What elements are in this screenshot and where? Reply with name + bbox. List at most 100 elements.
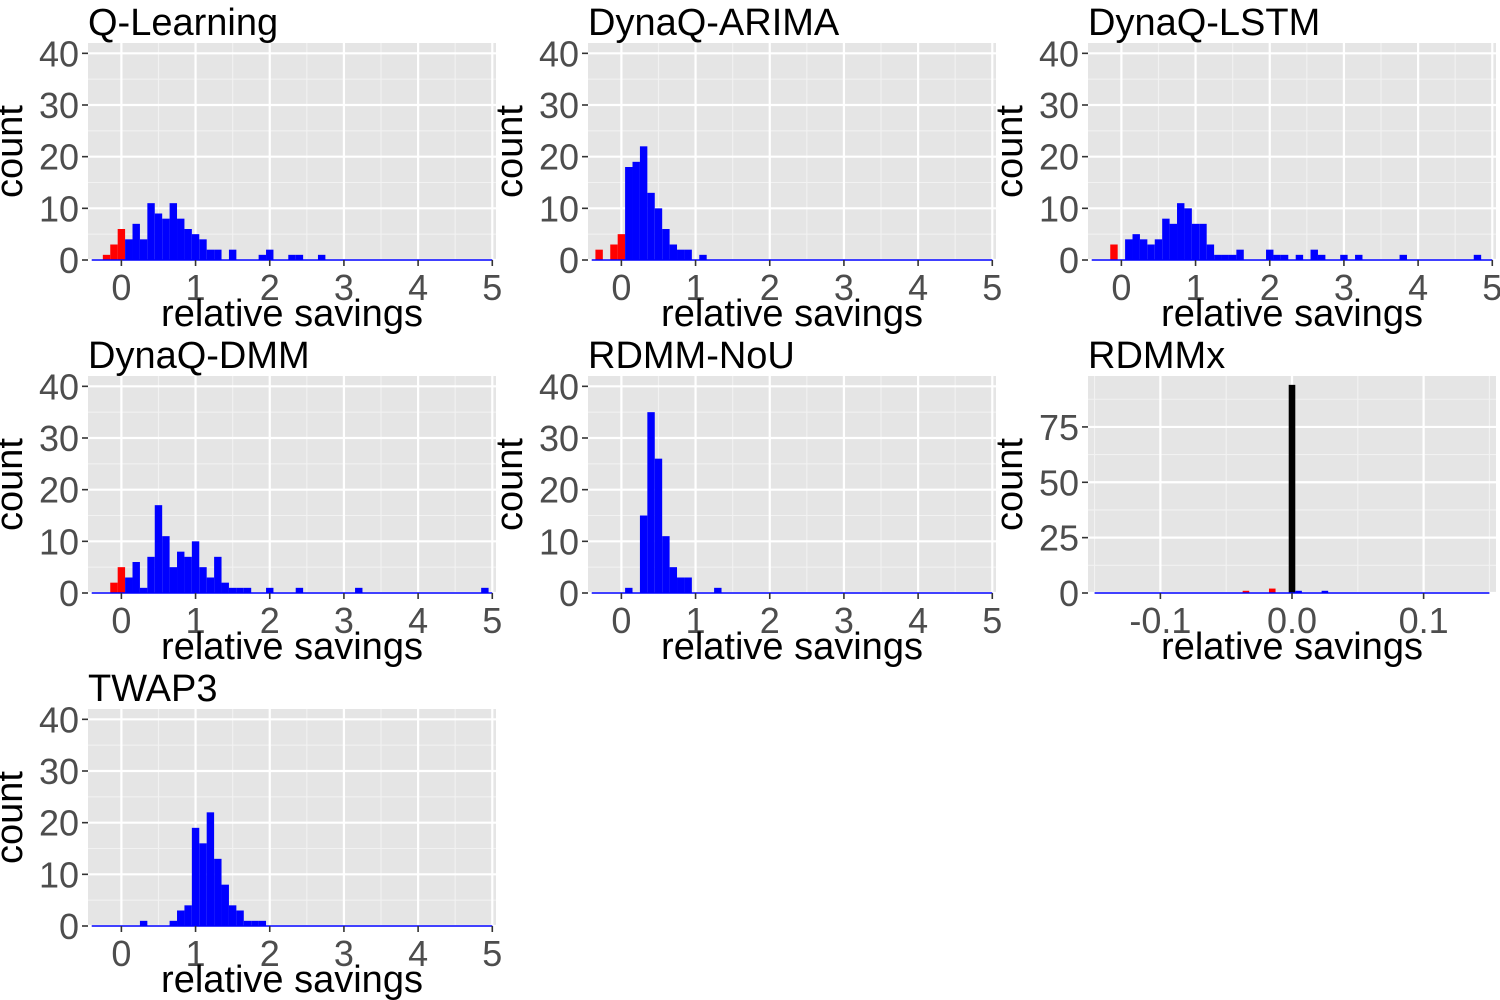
- x-tick-label: 0: [611, 267, 631, 308]
- histogram-bar: [147, 556, 155, 593]
- histogram-bar: [714, 587, 722, 593]
- x-tick-label: 0: [111, 600, 131, 641]
- x-tick-label: 4: [408, 933, 428, 974]
- histogram-bar: [266, 249, 274, 260]
- y-tick-label: 20: [39, 470, 79, 511]
- histogram-bar: [258, 254, 267, 260]
- histogram-bar: [684, 249, 692, 260]
- histogram-bar: [162, 218, 170, 260]
- y-tick-label: 10: [539, 188, 579, 229]
- y-tick-label: 10: [539, 521, 579, 562]
- histogram-bar: [184, 229, 192, 260]
- histogram-bar: [228, 905, 237, 926]
- y-axis-title: count: [489, 438, 531, 531]
- histogram-bar: [662, 536, 670, 593]
- histogram-bar: [139, 587, 148, 593]
- x-axis-title: relative savings: [161, 626, 423, 668]
- x-tick-label: 1: [186, 933, 206, 974]
- histogram-bar: [1199, 223, 1207, 260]
- histogram-bar: [132, 562, 140, 593]
- histogram-bar: [647, 192, 655, 260]
- histogram-bar: [1236, 249, 1244, 260]
- histogram-bar: [295, 587, 304, 593]
- x-tick-label: 2: [760, 267, 780, 308]
- histogram-bar: [228, 249, 237, 260]
- x-tick-label: 4: [908, 267, 928, 308]
- x-axis-title: relative savings: [661, 293, 923, 335]
- histogram-bar: [481, 587, 489, 593]
- histogram-bar: [595, 249, 603, 260]
- histogram-bar: [228, 587, 237, 593]
- y-axis-title: count: [0, 438, 31, 531]
- histogram-bar: [639, 146, 648, 260]
- histogram-bar: [132, 223, 140, 260]
- x-tick-label: 3: [1334, 267, 1354, 308]
- histogram-bar: [677, 577, 685, 593]
- y-tick-label: 20: [539, 137, 579, 178]
- y-axis-title: count: [0, 105, 31, 198]
- histogram-bar: [221, 582, 229, 593]
- y-tick-label: 20: [39, 803, 79, 844]
- x-tick-label: 1: [1186, 267, 1206, 308]
- histogram-bar: [199, 239, 207, 260]
- x-tick-label: 3: [334, 267, 354, 308]
- histogram-bar: [191, 234, 200, 260]
- panel-title: DynaQ-LSTM: [1088, 2, 1320, 44]
- histogram-bar: [258, 920, 267, 926]
- histogram-bar: [1268, 588, 1276, 593]
- panel-title: RDMM-NoU: [588, 335, 795, 377]
- y-axis-title: count: [989, 438, 1031, 531]
- histogram-bar: [162, 536, 170, 593]
- x-tick-label: 0: [1111, 267, 1131, 308]
- histogram-bar: [206, 249, 215, 260]
- histogram-bar: [1242, 590, 1250, 593]
- y-tick-label: 50: [1039, 462, 1079, 503]
- y-tick-label: 30: [539, 85, 579, 126]
- histogram-bar: [625, 587, 633, 593]
- histogram-bar: [169, 567, 178, 593]
- histogram-bar: [677, 249, 685, 260]
- histogram-bar: [1206, 244, 1215, 260]
- histogram-bar: [1139, 239, 1148, 260]
- y-tick-label: 75: [1039, 407, 1079, 448]
- x-axis-title: relative savings: [161, 959, 423, 1000]
- histogram-bar: [1273, 254, 1281, 260]
- histogram-bar: [184, 905, 192, 926]
- histogram-bar: [177, 910, 185, 926]
- histogram-bar: [214, 858, 222, 926]
- panel-background: [88, 709, 496, 926]
- histogram-bar: [117, 229, 126, 260]
- x-tick-label: 1: [186, 267, 206, 308]
- histogram-bar: [1228, 254, 1237, 260]
- y-tick-label: 10: [39, 188, 79, 229]
- panel-title: TWAP3: [88, 668, 218, 710]
- histogram-bar: [1169, 223, 1178, 260]
- y-tick-label: 0: [59, 573, 79, 614]
- histogram-bar: [317, 254, 326, 260]
- histogram-bar: [639, 515, 648, 593]
- histogram-bar: [251, 920, 259, 926]
- histogram-bar: [1295, 254, 1304, 260]
- histogram-bar: [669, 244, 678, 260]
- histogram-bar: [355, 587, 363, 593]
- x-tick-label: 4: [908, 600, 928, 641]
- histogram-bar: [1147, 244, 1155, 260]
- histogram-bar: [154, 213, 163, 260]
- histogram-bar: [1110, 244, 1118, 260]
- histogram-bar: [177, 551, 185, 593]
- histogram-bar: [147, 203, 155, 260]
- histogram-bar: [1162, 218, 1170, 260]
- x-axis-title: relative savings: [661, 626, 923, 668]
- y-tick-label: 10: [39, 521, 79, 562]
- x-axis-title: relative savings: [161, 293, 423, 335]
- y-tick-label: 40: [1039, 33, 1079, 74]
- histogram-bar: [110, 582, 118, 593]
- histogram-bar: [1221, 254, 1229, 260]
- x-tick-label: 0: [111, 933, 131, 974]
- x-tick-label: 0: [611, 600, 631, 641]
- histogram-bar: [1317, 254, 1326, 260]
- histogram-bar: [214, 556, 222, 593]
